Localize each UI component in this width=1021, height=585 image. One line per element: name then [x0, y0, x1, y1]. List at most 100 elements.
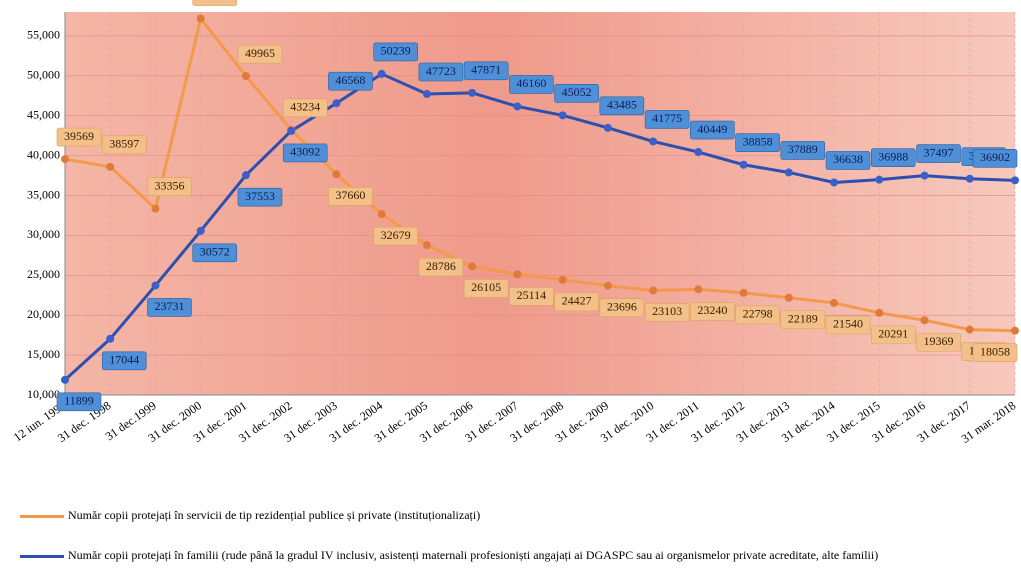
data-label: 33356	[154, 178, 184, 192]
point	[468, 262, 477, 271]
point	[241, 72, 250, 81]
data-label: 32679	[381, 228, 411, 242]
point	[694, 285, 703, 294]
data-label: 43234	[290, 100, 320, 114]
point	[649, 137, 658, 146]
y-tick-label: 40,000	[27, 147, 60, 161]
data-label: 45052	[562, 85, 592, 99]
data-label-box	[644, 110, 690, 129]
y-tick-label: 35,000	[27, 187, 60, 201]
data-label-box	[192, 0, 238, 6]
data-label: 18058	[980, 344, 1010, 358]
data-label-box	[554, 292, 599, 312]
data-label: 28786	[426, 259, 456, 273]
data-label-box	[690, 302, 735, 321]
data-label: 43092	[290, 145, 320, 159]
data-label-box	[56, 392, 102, 412]
data-label: 21540	[833, 317, 863, 331]
legend-item: Număr copii protejați în servicii de tip…	[20, 508, 1010, 523]
data-label-box	[463, 61, 509, 81]
data-label-box	[825, 315, 871, 335]
data-label: 46568	[335, 73, 365, 87]
data-label-box	[373, 42, 418, 62]
data-label-box	[780, 141, 826, 160]
point	[965, 325, 974, 334]
point	[739, 160, 748, 169]
data-label: 47871	[471, 63, 501, 77]
point	[106, 334, 115, 343]
y-tick-label: 45,000	[27, 107, 60, 121]
point	[920, 316, 929, 325]
point	[196, 14, 205, 23]
data-label: 36902	[980, 150, 1010, 164]
data-label: 38597	[109, 137, 139, 151]
point	[513, 102, 522, 111]
data-label: 23731	[154, 299, 184, 313]
data-label: 37553	[245, 189, 275, 203]
data-label-box	[463, 279, 509, 298]
point	[558, 111, 567, 120]
data-label: 50239	[381, 44, 411, 58]
data-label-box	[599, 298, 645, 318]
point	[422, 241, 431, 250]
data-label: 37889	[788, 142, 818, 156]
point	[422, 90, 431, 99]
point	[377, 69, 386, 78]
point	[558, 275, 567, 284]
data-label-box	[825, 151, 871, 170]
data-label-box	[870, 325, 916, 345]
y-tick-label: 20,000	[27, 307, 60, 321]
data-label: 19369	[924, 334, 954, 348]
data-label-box	[282, 98, 328, 118]
point	[603, 123, 612, 132]
legend-label: Număr copii protejați în familii (rude p…	[68, 548, 879, 562]
point	[784, 168, 793, 177]
data-label: 36638	[833, 152, 863, 166]
data-label-box	[644, 303, 690, 322]
data-label: 47723	[426, 64, 456, 78]
data-label-box	[735, 305, 780, 325]
point	[694, 148, 703, 157]
point	[513, 270, 522, 279]
point	[649, 286, 658, 295]
point	[61, 375, 69, 384]
data-label-box	[237, 187, 283, 207]
data-label: 22798	[743, 307, 773, 321]
data-label: 49965	[245, 46, 275, 60]
y-tick-label: 15,000	[27, 347, 60, 361]
data-label-box	[373, 226, 418, 246]
data-label: 37660	[335, 188, 365, 202]
data-label: 40449	[697, 122, 727, 136]
data-label: 30572	[200, 245, 230, 259]
data-label-box	[282, 143, 328, 163]
data-label-box	[780, 310, 826, 330]
data-label: 41775	[652, 111, 682, 125]
data-label-box	[735, 133, 780, 153]
point	[151, 204, 160, 213]
data-label-box	[972, 343, 1018, 363]
point	[241, 171, 250, 180]
data-label: 43485	[607, 98, 637, 112]
data-label-box	[147, 298, 192, 317]
data-label: 36988	[878, 149, 908, 163]
point	[1011, 326, 1019, 335]
data-label-box	[192, 243, 238, 263]
data-label-box	[56, 127, 102, 147]
series-line	[64, 15, 1016, 333]
data-label: 24427	[562, 294, 592, 308]
data-label-box	[916, 332, 961, 352]
data-label: 11899	[64, 394, 94, 408]
point	[332, 170, 341, 179]
point	[151, 281, 160, 290]
data-label: 26105	[471, 280, 501, 294]
data-label: 23696	[607, 299, 637, 313]
data-label: 57181	[200, 0, 230, 2]
point	[920, 171, 929, 180]
data-label: 17044	[109, 353, 139, 367]
data-label: 38858	[743, 134, 773, 148]
data-label-box	[147, 177, 192, 196]
data-label: 22189	[788, 311, 818, 325]
data-label-box	[509, 75, 554, 94]
point	[287, 126, 296, 135]
